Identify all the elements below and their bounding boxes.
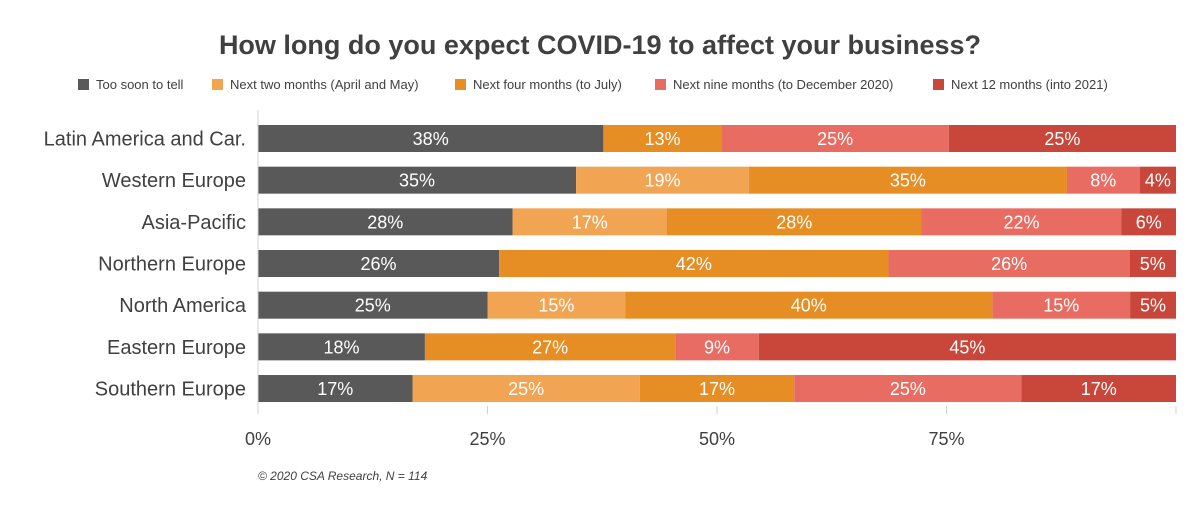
legend: Too soon to tell Next two months (April a… [78, 77, 1108, 92]
bar-segment [1139, 166, 1176, 194]
data-label: 25% [890, 379, 926, 399]
bar-segment [948, 125, 1176, 152]
x-axis: 0% 25% 50% 75% [245, 110, 1177, 449]
bar-segment [625, 291, 993, 319]
bar-segment [258, 166, 577, 194]
data-label: 35% [399, 171, 435, 191]
data-label: 13% [644, 129, 680, 149]
bar-segment [258, 333, 425, 361]
bar-segment [1129, 250, 1176, 278]
bar-segment [639, 375, 795, 403]
data-label: 27% [532, 337, 568, 357]
data-label: 17% [317, 379, 353, 399]
legend-label: Next nine months (to December 2020) [673, 77, 893, 92]
footnote: © 2020 CSA Research, N = 114 [258, 469, 428, 483]
bar-segment [1130, 291, 1176, 319]
tick-label: 50% [699, 429, 735, 449]
bar-segment [412, 375, 640, 403]
bar-segment [258, 291, 488, 319]
bar-segment [487, 291, 626, 319]
data-label: 9% [704, 337, 730, 357]
data-label: 5% [1140, 296, 1166, 316]
data-label: 25% [508, 379, 544, 399]
bar-segment [992, 291, 1131, 319]
legend-label: Next four months (to July) [473, 77, 622, 92]
chart-title: How long do you expect COVID-19 to affec… [219, 30, 981, 60]
data-label: 25% [1044, 129, 1080, 149]
data-label: 8% [1090, 171, 1116, 191]
bar-segment [888, 250, 1130, 278]
data-label: 28% [776, 212, 812, 232]
bar-segment [1021, 375, 1176, 403]
legend-label: Next 12 months (into 2021) [951, 77, 1108, 92]
data-label: 40% [791, 296, 827, 316]
category-label: Western Europe [102, 170, 246, 192]
legend-swatch [455, 79, 466, 90]
data-label: 18% [323, 337, 359, 357]
bars: 38% 13% 25% 25% 35% 19% 35% 8% 4% 28% 17% 28% 22% 6% 2… [258, 125, 1176, 403]
bar-segment [576, 166, 749, 194]
bar-segment [258, 208, 513, 236]
data-label: 35% [890, 171, 926, 191]
data-label: 17% [1081, 379, 1117, 399]
category-label: Northern Europe [98, 254, 246, 276]
category-label: Asia-Pacific [142, 212, 246, 234]
data-label: 17% [699, 379, 735, 399]
bar-segment [499, 250, 889, 278]
bar-segment [675, 333, 759, 361]
legend-swatch [933, 79, 944, 90]
tick-label: 75% [928, 429, 964, 449]
data-label: 25% [817, 129, 853, 149]
bar-segment [603, 125, 722, 152]
bar-segment [258, 375, 413, 403]
bar-segment [1066, 166, 1140, 194]
data-label: 15% [1043, 296, 1079, 316]
category-label: Eastern Europe [107, 337, 246, 359]
bar-segment [258, 125, 604, 152]
bar-segment [921, 208, 1122, 236]
legend-label: Next two months (April and May) [230, 77, 419, 92]
bar-segment [758, 333, 1176, 361]
data-label: 42% [676, 254, 712, 274]
legend-swatch [78, 79, 89, 90]
category-label: North America [119, 295, 247, 317]
data-label: 5% [1140, 254, 1166, 274]
data-label: 15% [538, 296, 574, 316]
data-label: 25% [355, 296, 391, 316]
bar-segment [721, 125, 949, 152]
data-label: 6% [1136, 212, 1162, 232]
bar-segment [667, 208, 922, 236]
data-label: 45% [949, 337, 985, 357]
data-label: 26% [361, 254, 397, 274]
legend-swatch [655, 79, 666, 90]
bar-segment [424, 333, 676, 361]
data-label: 22% [1003, 212, 1039, 232]
bar-segment [748, 166, 1067, 194]
data-label: 19% [644, 171, 680, 191]
tick-label: 25% [469, 429, 505, 449]
data-label: 38% [413, 129, 449, 149]
data-label: 17% [572, 212, 608, 232]
bar-segment [258, 250, 500, 278]
legend-swatch [212, 79, 223, 90]
bar-segment [1121, 208, 1176, 236]
bar-segment [512, 208, 668, 236]
tick-label: 0% [245, 429, 271, 449]
category-labels: Latin America and Car. Western Europe Asia… [44, 129, 247, 401]
category-label: Southern Europe [95, 379, 246, 401]
legend-label: Too soon to tell [96, 77, 184, 92]
category-label: Latin America and Car. [44, 129, 246, 151]
bar-segment [794, 375, 1022, 403]
data-label: 4% [1145, 171, 1171, 191]
data-label: 26% [991, 254, 1027, 274]
data-label: 28% [367, 212, 403, 232]
